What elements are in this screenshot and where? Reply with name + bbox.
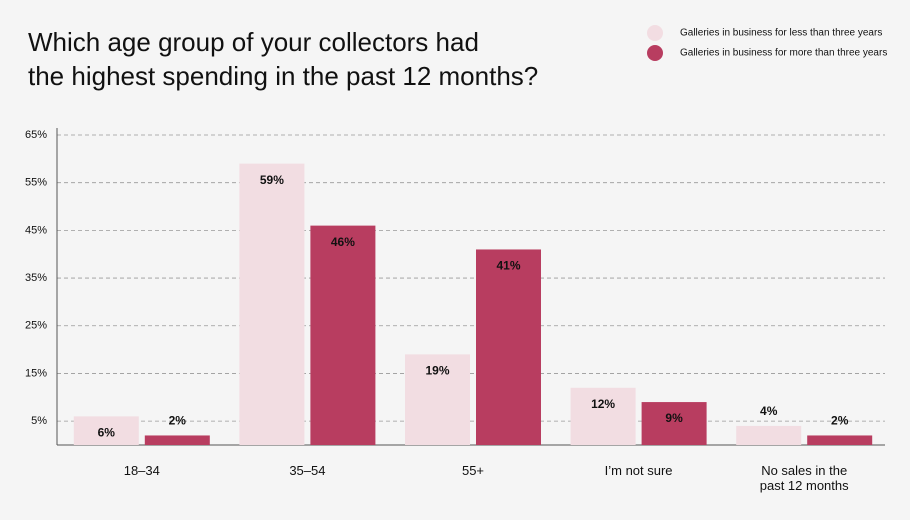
y-tick-label: 25% [25,320,47,332]
y-tick-label: 45% [25,224,47,236]
legend-swatch [647,45,663,61]
y-tick-label: 55% [25,177,47,189]
value-label: 41% [496,259,520,273]
bar [736,425,802,445]
legend-label: Galleries in business for less than thre… [680,28,882,39]
bar [239,163,305,445]
y-tick-label: 15% [25,367,47,379]
bar [641,402,707,445]
bar [570,387,636,445]
value-label: 19% [425,364,449,378]
legend-swatch [647,25,663,41]
y-tick-label: 35% [25,272,47,284]
value-label: 2% [831,414,849,428]
value-label: 12% [591,397,615,411]
bar [144,435,210,445]
bar [73,416,139,445]
y-tick-label: 5% [31,415,47,427]
bar [476,249,541,445]
value-label: 46% [331,235,355,249]
x-tick-label: 35–54 [289,463,326,478]
bar [405,354,470,445]
x-tick-label: 55+ [461,463,485,478]
legend-label: Galleries in business for more than thre… [680,48,887,59]
value-label: 2% [169,414,187,428]
chart-title: the highest spending in the past 12 mont… [28,61,538,91]
x-tick-label: I’m not sure [604,463,673,478]
bar [807,435,873,445]
value-label: 6% [98,426,116,440]
value-label: 4% [760,404,778,418]
x-tick-label: No sales in the past 12 months [759,463,849,493]
y-tick-label: 65% [25,129,47,141]
x-tick-label: 18–34 [123,463,160,478]
value-label: 59% [260,173,284,187]
chart-title: Which age group of your collectors had [28,27,479,57]
bar [310,225,376,445]
value-label: 9% [665,411,683,425]
